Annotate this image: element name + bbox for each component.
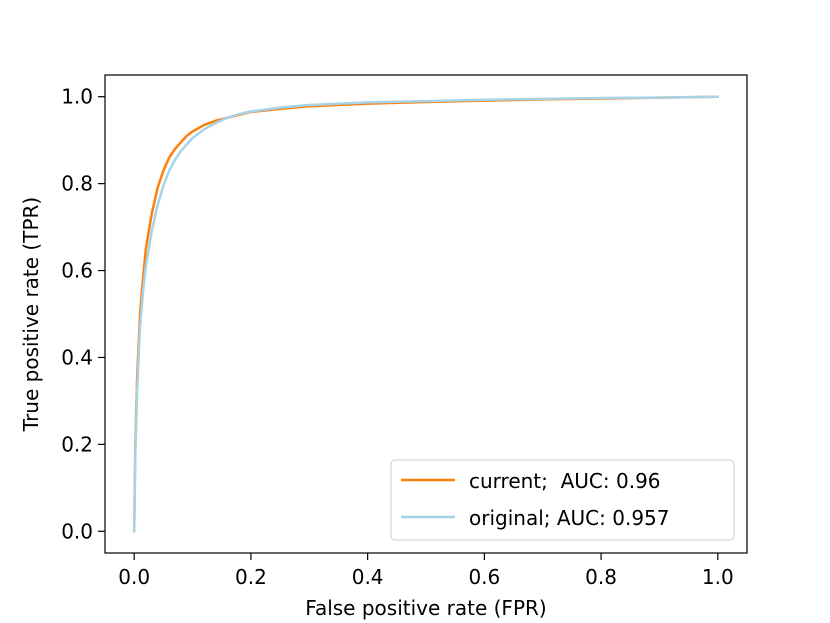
x-axis-ticks: 0.0 0.2 0.4 0.6 0.8 1.0 bbox=[118, 553, 734, 589]
x-tick-label: 1.0 bbox=[702, 565, 734, 589]
x-tick-label: 0.0 bbox=[118, 565, 150, 589]
y-tick-label: 1.0 bbox=[61, 85, 93, 109]
x-tick-label: 0.2 bbox=[235, 565, 267, 589]
y-tick-label: 0.2 bbox=[61, 432, 93, 456]
x-tick-label: 0.4 bbox=[352, 565, 384, 589]
y-axis-ticks: 0.0 0.2 0.4 0.6 0.8 1.0 bbox=[61, 85, 105, 543]
x-tick-label: 0.6 bbox=[468, 565, 500, 589]
plot-frame bbox=[104, 74, 748, 554]
y-tick-label: 0.6 bbox=[61, 259, 93, 283]
legend: current; AUC: 0.96 original; AUC: 0.957 bbox=[390, 459, 735, 541]
y-tick-label: 0.0 bbox=[61, 519, 93, 543]
legend-label-original: original; AUC: 0.957 bbox=[469, 506, 670, 530]
x-tick-label: 0.8 bbox=[585, 565, 617, 589]
x-axis-label: False positive rate (FPR) bbox=[305, 596, 546, 620]
y-tick-label: 0.4 bbox=[61, 345, 93, 369]
y-axis-label: True positive rate (TPR) bbox=[19, 197, 43, 432]
series-line-original bbox=[132, 95, 720, 533]
legend-box bbox=[390, 459, 735, 541]
legend-label-current: current; AUC: 0.96 bbox=[469, 469, 661, 493]
series-layer bbox=[132, 95, 720, 533]
y-tick-label: 0.8 bbox=[61, 172, 93, 196]
